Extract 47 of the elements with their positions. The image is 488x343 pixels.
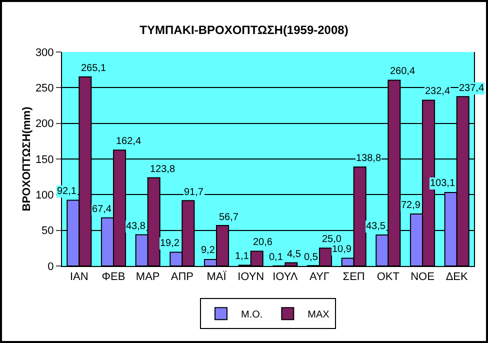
data-label: 162,4 <box>116 136 142 147</box>
data-label: 92,1 <box>57 186 77 197</box>
data-label: 1,1 <box>235 251 250 262</box>
y-tick-label: 200 <box>35 118 54 130</box>
legend-label: Μ.Ο. <box>241 310 263 320</box>
y-axis-title: ΒΡΟΧΟΠΤΩΣΗ(mm) <box>21 106 33 212</box>
x-tick-label: ΙΑΝ <box>70 271 88 284</box>
data-label: 20,6 <box>253 237 273 248</box>
x-tick-label: ΙΟΥΝ <box>238 271 264 284</box>
data-label: 260,4 <box>390 66 416 77</box>
data-label: 237,4 <box>459 83 484 94</box>
data-label: 10,9 <box>332 244 352 255</box>
y-tick-label: 250 <box>35 82 54 95</box>
x-tick-label: ΟΚΤ <box>376 271 400 284</box>
y-tick-label: 300 <box>35 46 54 59</box>
x-tick-label: ΔΕΚ <box>446 271 468 284</box>
x-tick-label: ΜΑΪ <box>206 270 228 284</box>
data-label: 4,5 <box>287 249 302 260</box>
x-tick-label: ΣΕΠ <box>342 271 365 284</box>
data-label: 19,2 <box>160 238 180 249</box>
data-label: 72,9 <box>401 200 421 211</box>
data-label: 25,0 <box>322 234 342 245</box>
x-tick-label: ΑΠΡ <box>170 271 194 284</box>
data-label: 67,4 <box>92 204 112 215</box>
data-label: 91,7 <box>184 187 204 198</box>
x-tick-label: ΙΟΥΛ <box>272 271 298 284</box>
data-label: 43,8 <box>126 221 146 232</box>
data-label: 265,1 <box>81 63 106 74</box>
data-label: 9,2 <box>201 245 216 256</box>
data-label: 232,4 <box>425 86 450 97</box>
x-tick-label: ΝΟΕ <box>410 271 434 284</box>
y-tick-label: 0 <box>48 260 54 273</box>
data-label: 138,8 <box>356 153 382 164</box>
data-label: 103,1 <box>430 178 456 189</box>
data-label: 0,1 <box>269 252 284 263</box>
x-tick-label: ΜΑΡ <box>136 271 160 284</box>
data-label: 123,8 <box>150 164 176 175</box>
y-tick-label: 50 <box>42 225 54 238</box>
legend-label: MAX <box>308 310 330 320</box>
x-tick-label: ΦΕΒ <box>102 271 126 284</box>
x-tick-label: ΑΥΓ <box>310 271 330 284</box>
data-label: 0,5 <box>304 252 318 263</box>
data-label: 43,5 <box>366 221 386 232</box>
chart-title: ΤΥΜΠΑΚΙ-ΒΡΟΧΟΠΤΩΣΗ(1959-2008) <box>140 23 348 38</box>
y-tick-label: 100 <box>35 190 54 202</box>
data-label: 56,7 <box>219 212 239 223</box>
y-tick-label: 150 <box>35 154 54 166</box>
